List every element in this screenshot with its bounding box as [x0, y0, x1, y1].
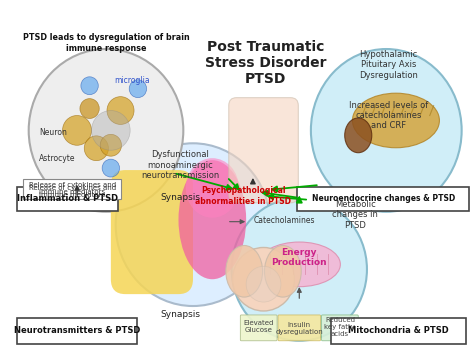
FancyBboxPatch shape [321, 315, 358, 341]
Ellipse shape [91, 110, 130, 150]
FancyBboxPatch shape [17, 187, 118, 211]
Ellipse shape [80, 99, 99, 118]
FancyBboxPatch shape [297, 187, 469, 211]
Ellipse shape [179, 160, 246, 279]
Circle shape [233, 248, 294, 311]
Text: Neuroendocrine changes & PTSD: Neuroendocrine changes & PTSD [312, 194, 455, 203]
Circle shape [246, 266, 281, 302]
FancyBboxPatch shape [17, 318, 137, 344]
Text: Astrocyte: Astrocyte [38, 154, 75, 163]
FancyBboxPatch shape [23, 179, 121, 199]
Ellipse shape [107, 97, 134, 125]
Text: Synapsis: Synapsis [160, 310, 201, 319]
Text: Neurotransmitters & PTSD: Neurotransmitters & PTSD [14, 326, 140, 335]
Text: Hypothalamic
Pituitary Axis
Dysregulation: Hypothalamic Pituitary Axis Dysregulatio… [359, 50, 418, 80]
Text: Metabolic
changes in
PTSD: Metabolic changes in PTSD [332, 200, 378, 230]
Ellipse shape [232, 198, 367, 341]
Text: microglia: microglia [114, 76, 150, 85]
Ellipse shape [84, 136, 109, 161]
Ellipse shape [353, 93, 439, 148]
Text: Psychopathological
abnormalities in PTSD: Psychopathological abnormalities in PTSD [195, 186, 291, 205]
Text: Neuron: Neuron [39, 128, 67, 137]
Text: Post Traumatic
Stress Disorder
PTSD: Post Traumatic Stress Disorder PTSD [205, 40, 326, 86]
Ellipse shape [258, 242, 340, 287]
Text: Inflammation & PTSD: Inflammation & PTSD [17, 194, 118, 203]
FancyBboxPatch shape [278, 315, 320, 341]
FancyBboxPatch shape [331, 318, 465, 344]
Ellipse shape [129, 80, 146, 97]
Text: PTSD leads to dysregulation of brain
immune response: PTSD leads to dysregulation of brain imm… [23, 33, 190, 53]
Text: Mitochondria & PTSD: Mitochondria & PTSD [348, 326, 449, 335]
Text: Synapsis: Synapsis [160, 193, 201, 203]
Text: Insulin
dysregulation: Insulin dysregulation [275, 322, 323, 335]
Ellipse shape [29, 49, 183, 212]
Text: Reduced
key fatty
acids: Reduced key fatty acids [324, 317, 356, 337]
FancyBboxPatch shape [240, 315, 277, 341]
FancyBboxPatch shape [111, 170, 193, 294]
Ellipse shape [186, 158, 239, 218]
Text: Energy
Production: Energy Production [272, 248, 327, 267]
Text: Increased levels of
catecholamines
and CRF: Increased levels of catecholamines and C… [348, 101, 428, 130]
Text: Elevated
Glucose: Elevated Glucose [244, 320, 274, 333]
Ellipse shape [345, 118, 372, 153]
Text: Catecholamines: Catecholamines [254, 216, 315, 225]
Text: Release of cytokines and
immune mediators: Release of cytokines and immune mediator… [28, 186, 116, 199]
Ellipse shape [63, 116, 91, 145]
Ellipse shape [264, 245, 301, 297]
Text: Release of cytokines and
immune mediators: Release of cytokines and immune mediator… [28, 182, 116, 195]
Ellipse shape [311, 49, 462, 212]
Text: Dysfunctional
monoaminergic
neurotransmission: Dysfunctional monoaminergic neurotransmi… [141, 150, 219, 180]
Ellipse shape [116, 143, 270, 306]
Ellipse shape [102, 159, 119, 177]
FancyBboxPatch shape [229, 97, 298, 203]
Ellipse shape [100, 134, 121, 156]
Ellipse shape [81, 77, 98, 95]
Ellipse shape [226, 245, 263, 297]
